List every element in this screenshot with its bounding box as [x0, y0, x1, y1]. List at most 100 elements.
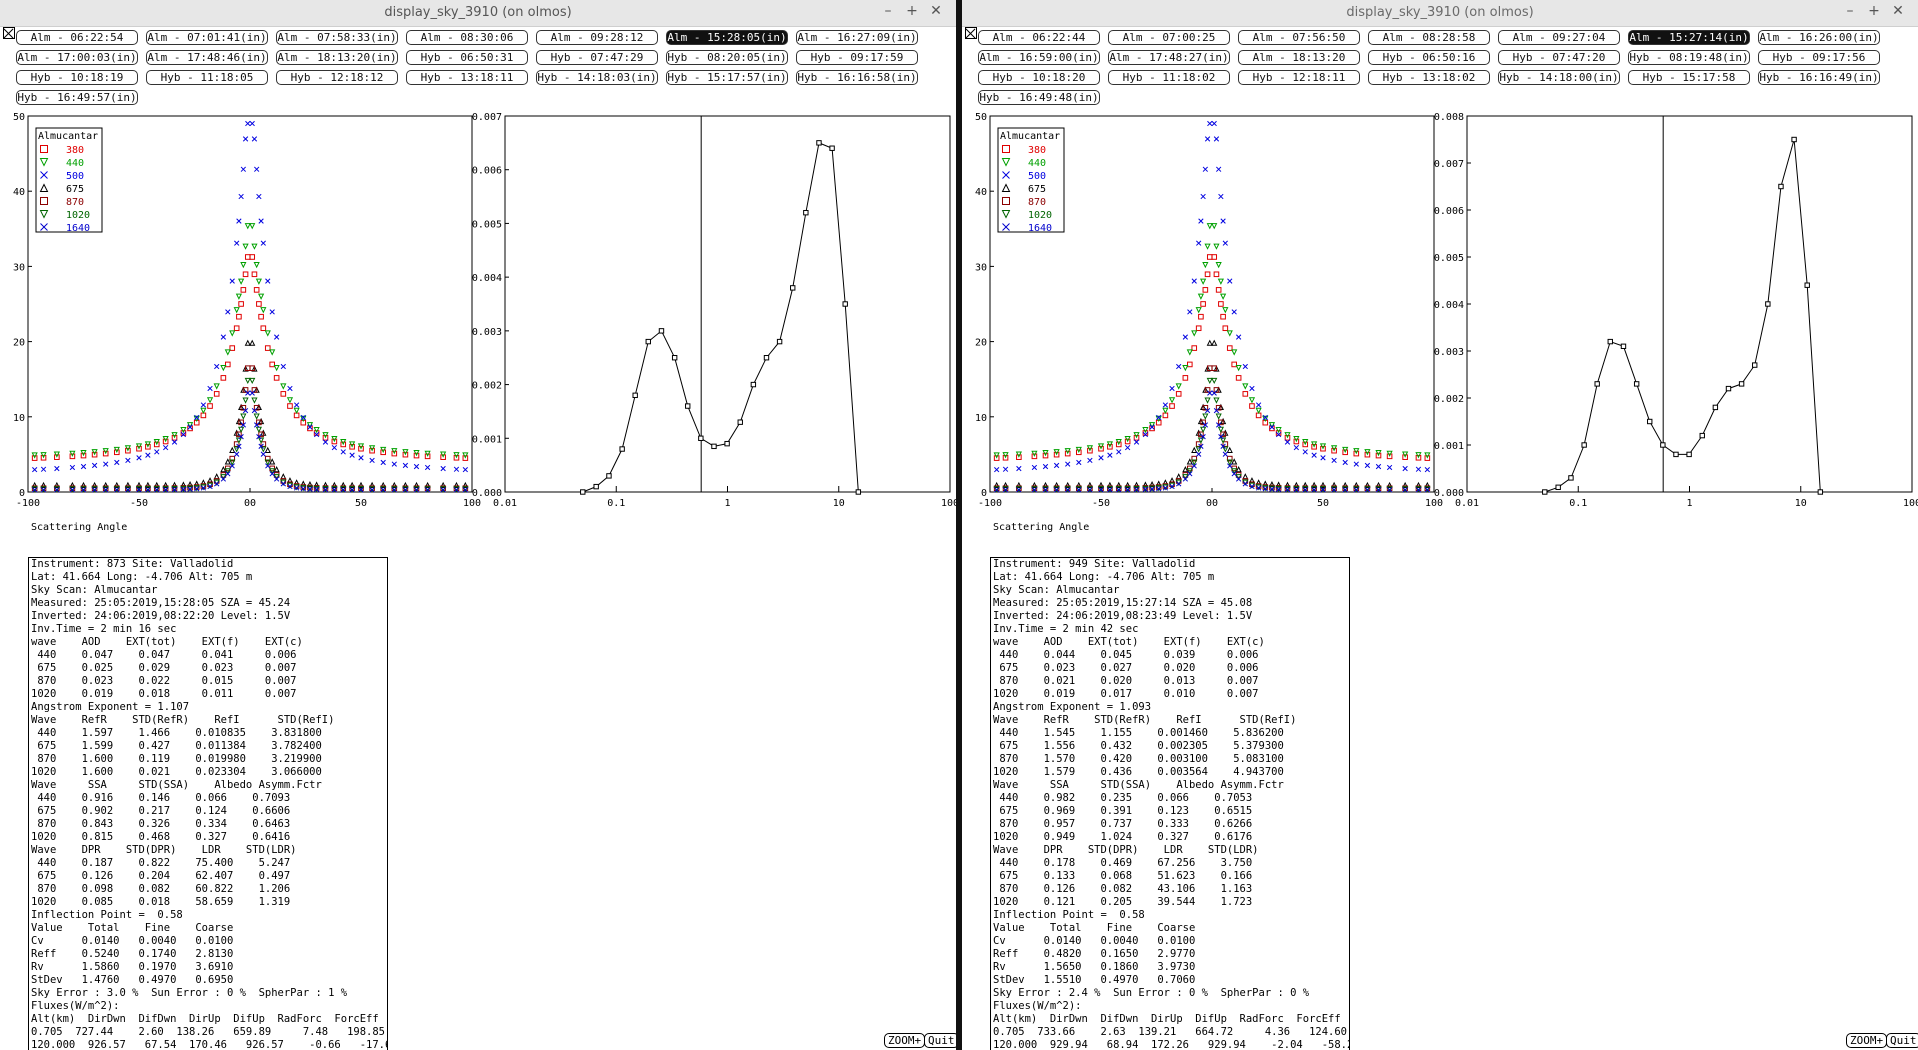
scan-button[interactable]: Hyb - 12:18:11: [1238, 70, 1360, 85]
sky-point: [1386, 464, 1393, 471]
sky-point: [1231, 468, 1238, 475]
scan-button[interactable]: Hyb - 16:49:48(in): [978, 90, 1100, 105]
sky-point: [1015, 481, 1022, 489]
scan-button[interactable]: Hyb - 14:18:00(in): [1498, 70, 1620, 85]
close-icon[interactable]: ✕: [930, 3, 942, 19]
close-box-icon[interactable]: [965, 27, 977, 39]
sky-point: [1169, 385, 1175, 392]
minimize-icon[interactable]: –: [1846, 3, 1854, 19]
sky-point: [91, 462, 98, 469]
sky-point: [340, 441, 347, 448]
scan-button[interactable]: Hyb - 08:20:05(in): [666, 50, 788, 65]
minimize-icon[interactable]: –: [884, 3, 892, 19]
sky-y-tick-label: 0: [19, 488, 25, 499]
sky-point: [69, 464, 76, 471]
scan-button[interactable]: Alm - 16:26:00(in): [1758, 30, 1880, 45]
scan-button[interactable]: Alm - 18:13:20(in): [276, 50, 398, 65]
scan-button[interactable]: Alm - 15:28:05(in): [666, 30, 788, 45]
close-icon[interactable]: ✕: [1892, 3, 1904, 19]
zoom-in-button[interactable]: ZOOM+: [1846, 1033, 1888, 1048]
sky-y-tick-label: 40: [13, 187, 25, 198]
sky-point: [462, 487, 468, 493]
scan-button[interactable]: Hyb - 13:18:11: [406, 70, 528, 85]
scan-button[interactable]: Alm - 08:30:06: [406, 30, 528, 45]
sky-point: [1222, 446, 1229, 453]
scan-button[interactable]: Alm - 08:28:58: [1368, 30, 1490, 45]
sky-point: [1196, 451, 1202, 457]
sky-point: [1220, 218, 1226, 224]
scan-button[interactable]: Hyb - 13:18:02: [1368, 70, 1490, 85]
scan-button[interactable]: Alm - 17:48:46(in): [146, 50, 268, 65]
sky-point: [1220, 313, 1226, 320]
scan-button[interactable]: Hyb - 08:19:48(in): [1628, 50, 1750, 65]
scan-button[interactable]: Alm - 09:28:12: [536, 30, 658, 45]
scan-button[interactable]: Hyb - 12:18:12: [276, 70, 398, 85]
sky-point: [1275, 486, 1282, 493]
sky-point: [1402, 487, 1408, 493]
sky-point: [1191, 446, 1198, 453]
title-bar[interactable]: display_sky_3910 (on olmos) – + ✕: [0, 0, 956, 27]
scan-button[interactable]: Hyb - 07:47:29: [536, 50, 658, 65]
title-bar[interactable]: display_sky_3910 (on olmos) – + ✕: [962, 0, 1918, 27]
close-box-icon[interactable]: [3, 27, 15, 39]
sky-point: [1353, 481, 1360, 489]
maximize-icon[interactable]: +: [1868, 3, 1880, 19]
size-point: [1620, 343, 1627, 350]
sky-point: [1293, 436, 1300, 443]
quit-button[interactable]: Quit: [924, 1033, 956, 1048]
sky-point: [1064, 481, 1071, 489]
sky-point: [1275, 431, 1282, 438]
scan-button[interactable]: Hyb - 16:49:57(in): [16, 90, 138, 105]
sky-x-tick-label: 00: [1206, 498, 1218, 509]
size-distribution-line: [582, 142, 859, 493]
scan-button[interactable]: Hyb - 15:17:57(in): [666, 70, 788, 85]
zoom-in-button[interactable]: ZOOM+: [884, 1033, 926, 1048]
sky-point: [1124, 444, 1131, 451]
scan-button[interactable]: Hyb - 10:18:19: [16, 70, 138, 85]
sky-point: [1162, 485, 1169, 491]
sky-point: [1086, 445, 1094, 452]
scan-button[interactable]: Hyb - 09:17:56: [1758, 50, 1880, 65]
sky-point: [380, 459, 386, 466]
sky-point: [258, 431, 264, 438]
scan-button[interactable]: Alm - 17:48:27(in): [1108, 50, 1230, 65]
scan-button[interactable]: Alm - 06:22:44: [978, 30, 1100, 45]
scan-button[interactable]: Alm - 18:13:20: [1238, 50, 1360, 65]
sky-point: [1200, 426, 1207, 433]
maximize-icon[interactable]: +: [906, 3, 918, 19]
sky-point: [102, 481, 109, 489]
scan-button[interactable]: Hyb - 11:18:02: [1108, 70, 1230, 85]
sky-point: [1311, 443, 1317, 450]
sky-point: [1220, 443, 1226, 449]
sky-point: [1302, 487, 1308, 493]
sky-point: [1319, 443, 1327, 450]
scan-button[interactable]: Alm - 07:56:50: [1238, 30, 1360, 45]
scan-button[interactable]: Hyb - 06:50:31: [406, 50, 528, 65]
scan-button[interactable]: Alm - 07:58:33(in): [276, 30, 398, 45]
scan-button[interactable]: Hyb - 07:47:20: [1498, 50, 1620, 65]
scan-button[interactable]: Alm - 06:22:54: [16, 30, 138, 45]
sky-point: [233, 446, 240, 453]
scan-button[interactable]: Alm - 16:27:09(in): [796, 30, 918, 45]
sky-point: [1097, 481, 1105, 489]
scan-button[interactable]: Hyb - 06:50:16: [1368, 50, 1490, 65]
scan-button[interactable]: Hyb - 11:18:05: [146, 70, 268, 85]
sky-point: [224, 458, 231, 465]
scan-button[interactable]: Hyb - 09:17:59: [796, 50, 918, 65]
scan-button[interactable]: Hyb - 10:18:20: [978, 70, 1100, 85]
scan-button[interactable]: Alm - 09:27:04: [1498, 30, 1620, 45]
scan-button[interactable]: Hyb - 16:16:58(in): [796, 70, 918, 85]
sky-point: [53, 481, 60, 489]
scan-button[interactable]: Hyb - 16:16:49(in): [1758, 70, 1880, 85]
sky-point: [102, 448, 109, 455]
scan-button[interactable]: Alm - 07:01:41(in): [146, 30, 268, 45]
scan-button[interactable]: Alm - 15:27:14(in): [1628, 30, 1750, 45]
quit-button[interactable]: Quit: [1886, 1033, 1918, 1048]
scan-button[interactable]: Alm - 16:59:00(in): [978, 50, 1100, 65]
scan-button[interactable]: Alm - 17:00:03(in): [16, 50, 138, 65]
scan-button[interactable]: Hyb - 14:18:03(in): [536, 70, 658, 85]
scan-button[interactable]: Alm - 07:00:25: [1108, 30, 1230, 45]
sky-point: [340, 449, 346, 455]
sky-point: [114, 449, 120, 456]
scan-button[interactable]: Hyb - 15:17:58: [1628, 70, 1750, 85]
